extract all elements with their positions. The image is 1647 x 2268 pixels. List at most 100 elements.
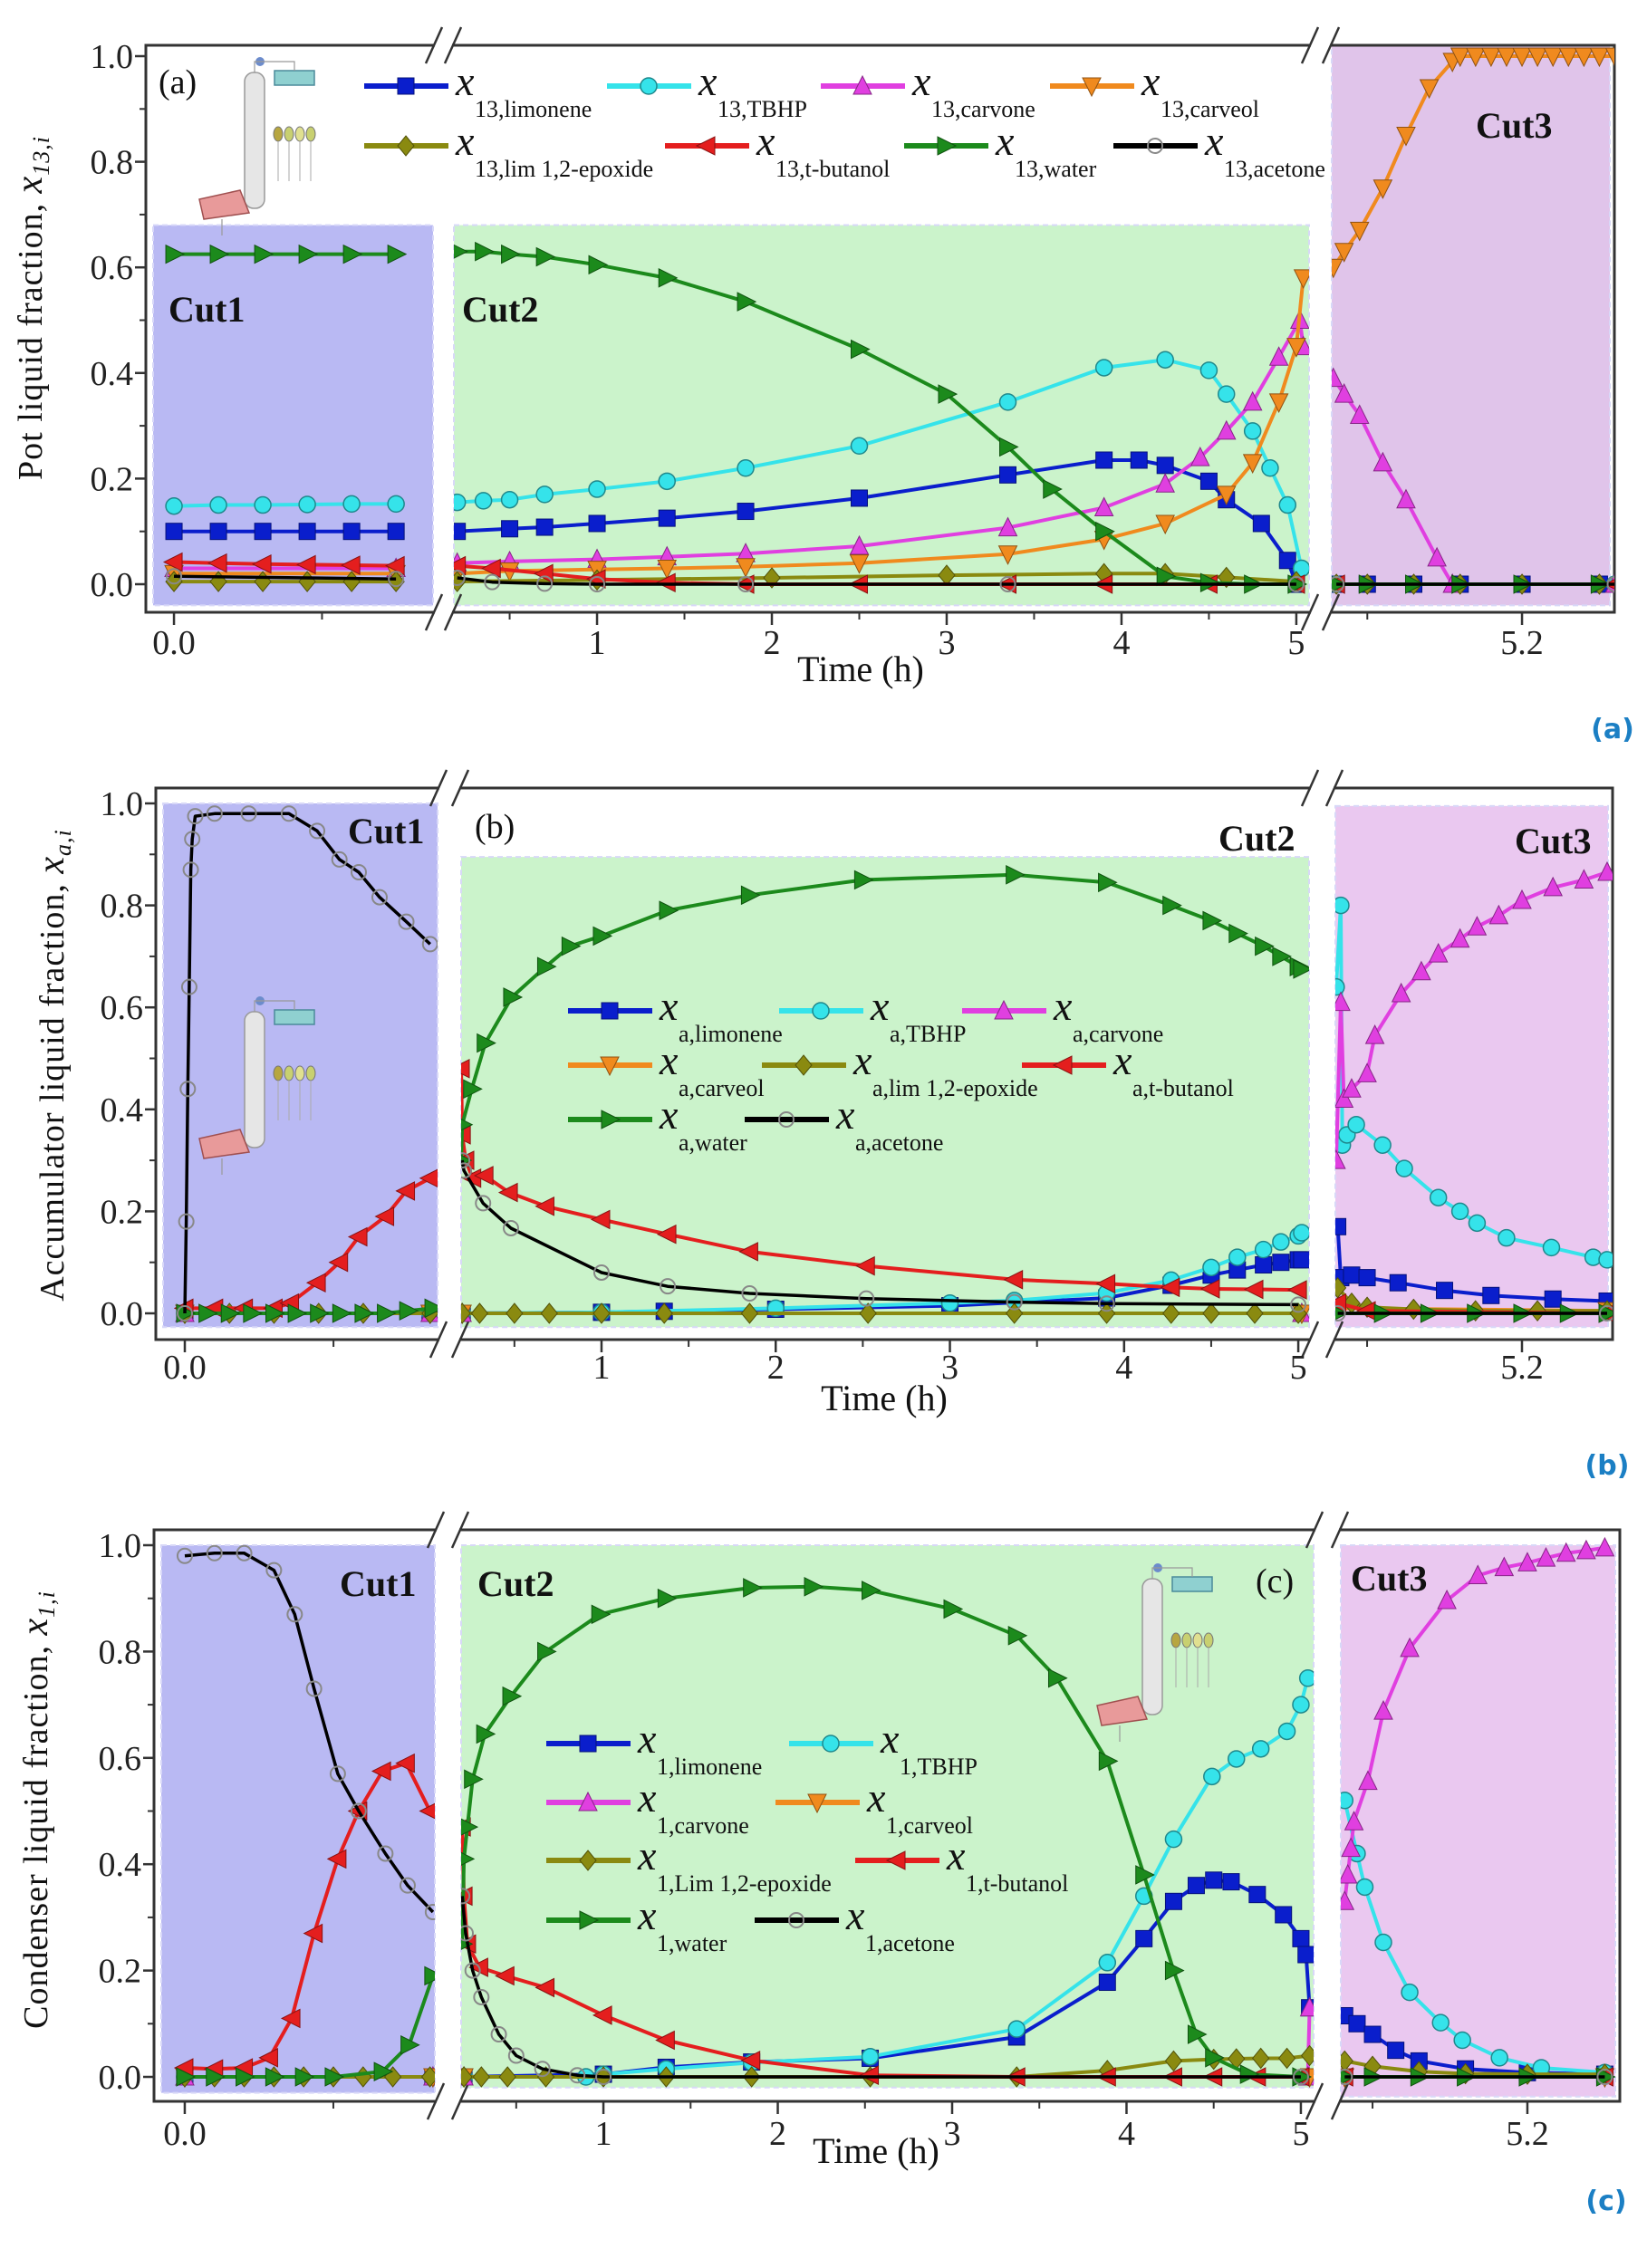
data-point-marker (461, 1925, 475, 1942)
y-tick-label: 0.8 (91, 144, 134, 182)
data-point-marker (1098, 1954, 1117, 1972)
legend-entry: x1,Lim 1,2-epoxide (546, 1832, 832, 1897)
series-segment-cut3 (1341, 2069, 1613, 2085)
figure-caption-label: (c) (1585, 2186, 1626, 2217)
y-tick-label: 0.6 (101, 989, 144, 1027)
data-point-marker (1164, 1830, 1183, 1849)
data-point-marker (1396, 126, 1416, 147)
series-segment-cut3 (1335, 860, 1613, 1169)
data-point-marker (387, 244, 408, 264)
data-point-marker (1156, 351, 1174, 369)
series-1-acetone (176, 1544, 1613, 2085)
data-point-marker (1358, 1770, 1378, 1791)
condenser-shape (274, 70, 315, 86)
data-point-marker (481, 558, 501, 579)
data-point-marker (1355, 1878, 1374, 1897)
data-point-marker (1373, 1136, 1392, 1154)
data-point-marker (1594, 1536, 1615, 1557)
y-tick-label: 0.8 (99, 1633, 142, 1671)
data-point-marker (182, 861, 199, 879)
data-point-marker (294, 2067, 315, 2087)
data-point-marker (420, 2066, 435, 2088)
data-point-marker (849, 554, 870, 574)
data-point-marker (1243, 422, 1262, 440)
y-axis-label-text: Condenser liquid fraction, (17, 1636, 55, 2029)
legend-marker-icon (885, 1850, 906, 1870)
x-tick-label: 5.2 (1506, 2115, 1549, 2153)
data-point-marker (329, 1765, 346, 1783)
data-point-marker (463, 1079, 483, 1100)
break-gap (1315, 2098, 1339, 2105)
reactor-shape (198, 1129, 251, 1159)
x-tick-label: 0.0 (152, 624, 196, 662)
legend-entry: x13,water (904, 118, 1097, 182)
data-point-marker (1543, 876, 1563, 897)
break-slash (424, 593, 444, 631)
data-point-marker (399, 1301, 419, 1321)
data-point-marker (588, 255, 609, 275)
data-point-marker (1429, 1188, 1448, 1206)
break-gap (1311, 784, 1334, 792)
data-point-marker (1372, 179, 1393, 199)
legend-symbol: x (880, 1715, 900, 1762)
data-point-marker (421, 936, 438, 953)
legend-entry: xa,limonene (568, 983, 783, 1047)
y-tick-label: 0.4 (99, 1846, 142, 1884)
data-point-marker (999, 437, 1019, 457)
data-point-marker (1205, 2048, 1225, 2068)
data-point-marker (298, 244, 319, 264)
x-tick-label: 2 (764, 624, 781, 662)
series-line (457, 458, 1298, 585)
data-point-marker (1222, 1873, 1240, 1891)
data-point-marker (342, 244, 363, 264)
break-gap (435, 609, 452, 616)
y-axis-label-var: x (31, 856, 72, 875)
data-point-marker (1589, 47, 1610, 68)
data-point-marker (180, 978, 197, 995)
data-point-marker (1428, 942, 1449, 963)
cut-label: Cut1 (340, 1563, 416, 1604)
cut-label: Cut1 (169, 289, 245, 330)
data-point-marker (1293, 269, 1309, 289)
break-gap (439, 784, 459, 792)
legend-label: 13,lim 1,2-epoxide (475, 156, 653, 182)
series-line (461, 1896, 1301, 2079)
data-point-marker (490, 2026, 507, 2043)
data-point-marker (1334, 243, 1354, 263)
series-line (457, 576, 1296, 586)
data-point-marker (1162, 1302, 1180, 1324)
x-tick-label: 1 (589, 624, 606, 662)
data-point-marker (1299, 1996, 1314, 2017)
data-point-marker (535, 246, 556, 267)
plot-frame (152, 1528, 1622, 2103)
data-point-marker (1450, 47, 1470, 68)
data-point-marker (1396, 488, 1416, 509)
data-point-marker (1512, 47, 1532, 68)
legend-entry: x13,carvone (821, 58, 1035, 122)
y-tick-label: 1.0 (99, 1527, 142, 1565)
data-point-marker (535, 1977, 555, 1998)
data-point-marker (220, 1303, 241, 1323)
reactor-shape (198, 189, 251, 220)
data-point-marker (859, 2065, 880, 2086)
legend-marker-icon (994, 999, 1014, 1020)
cut-label: Cut3 (1351, 1558, 1427, 1599)
data-point-marker (326, 1849, 347, 1869)
y-axis-label-var: x (14, 1618, 56, 1637)
x-axis-label: Time (h) (813, 2130, 939, 2171)
x-tick-label: 3 (944, 2115, 961, 2153)
accumulator-drum-shape (294, 126, 305, 142)
series-a-water (176, 865, 1613, 1323)
data-point-marker (592, 2005, 612, 2025)
data-point-marker (377, 1303, 397, 1323)
data-point-marker (206, 805, 223, 822)
x-tick-label: 5.2 (1500, 624, 1544, 662)
data-point-marker (1389, 1273, 1407, 1292)
cut-region-2 (460, 1544, 1315, 2089)
accumulator-drum-shape (1170, 1632, 1181, 1648)
process-schematic-inset (198, 996, 316, 1175)
legend-label: 13,carveol (1161, 96, 1259, 122)
legend-marker-icon (695, 136, 716, 156)
legend-symbol: x (835, 1091, 855, 1138)
data-point-marker (1332, 258, 1344, 279)
